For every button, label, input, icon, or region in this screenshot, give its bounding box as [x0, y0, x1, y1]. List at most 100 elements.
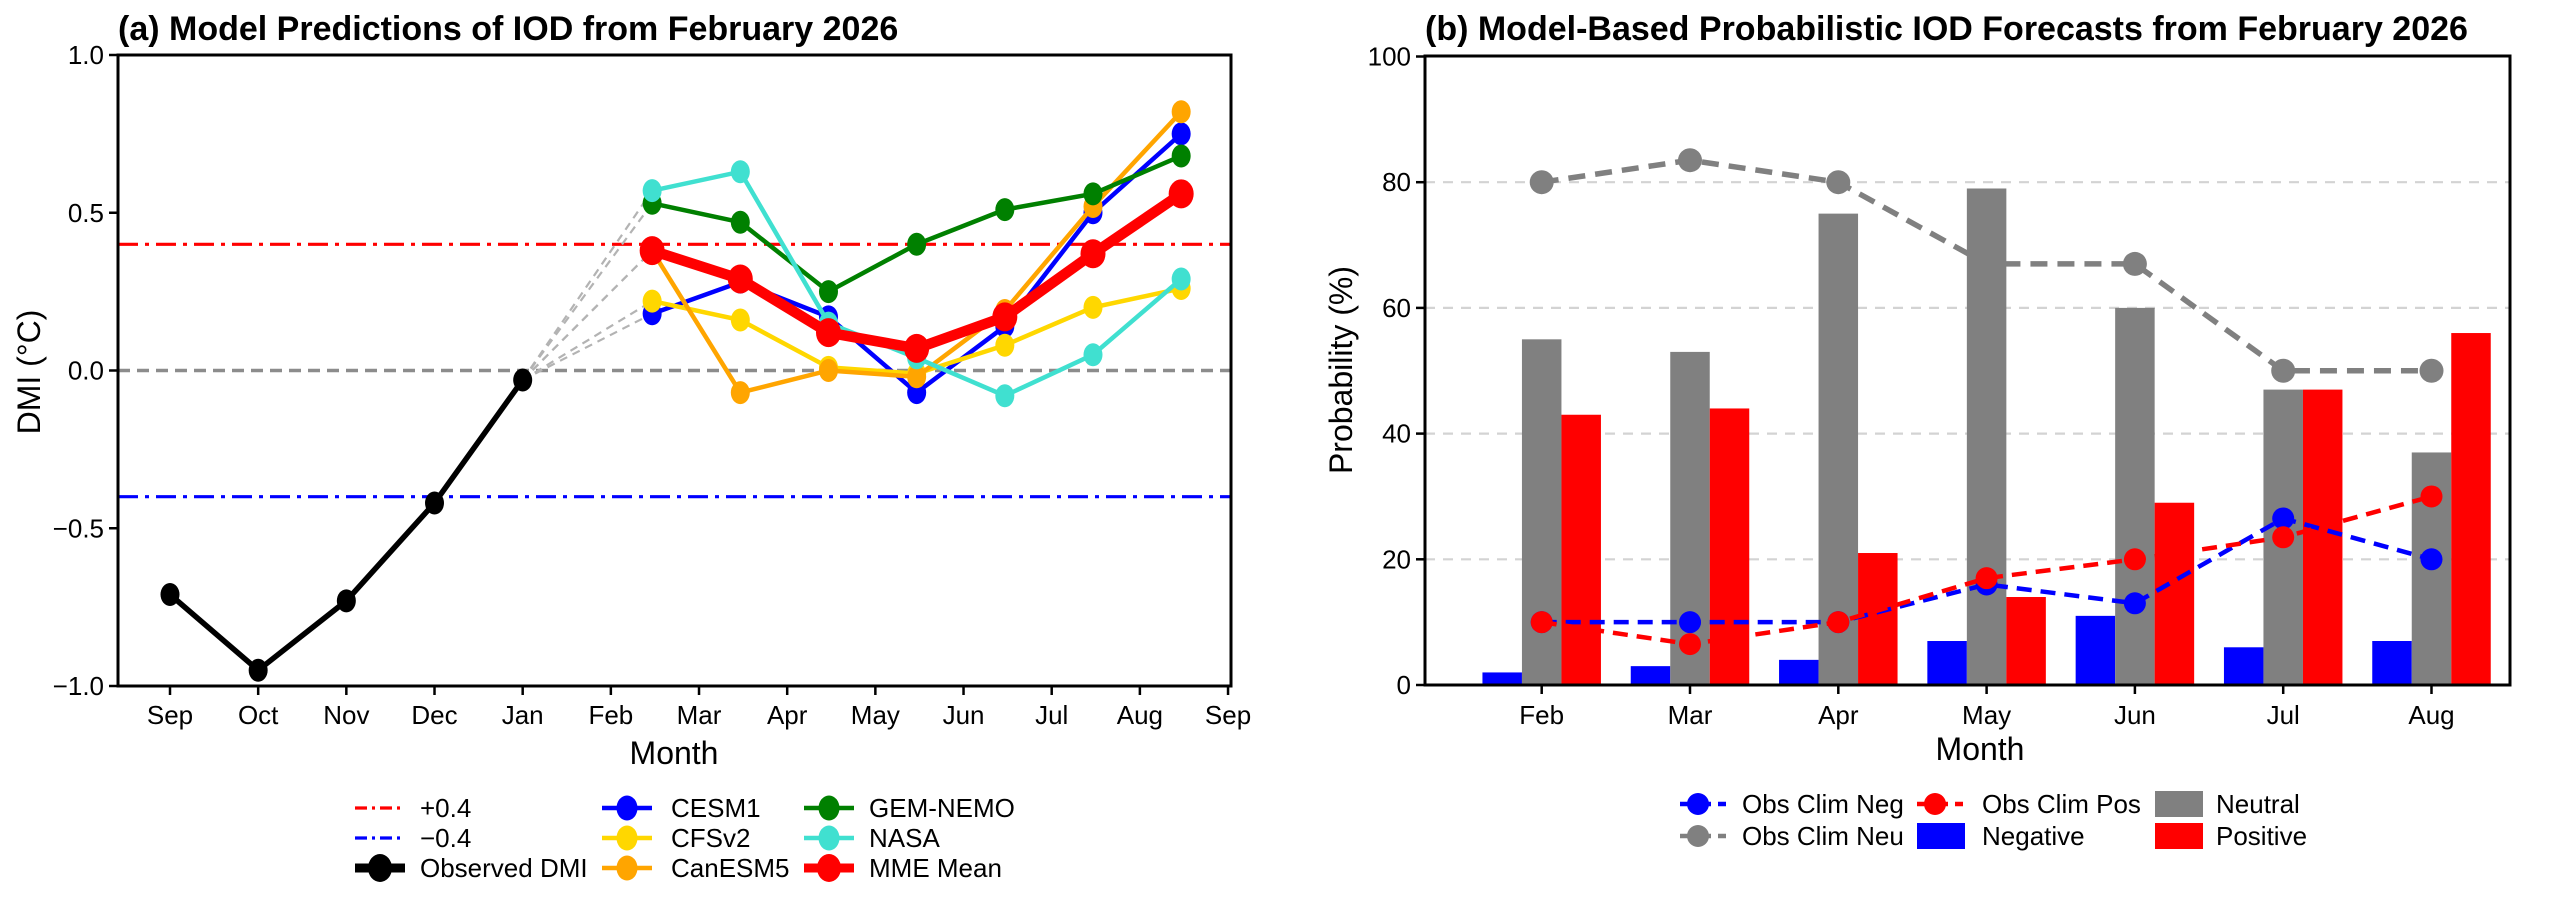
y-tick-label: 40	[1382, 419, 1411, 449]
x-tick-label: Feb	[588, 700, 633, 730]
panel-a-xlabel: Month	[630, 735, 719, 771]
connector-cesm1	[522, 312, 653, 381]
x-tick-label: Jun	[2114, 700, 2156, 730]
point-nasa-jul	[1083, 343, 1103, 367]
observed-point-jan	[513, 368, 533, 392]
y-tick-label: 100	[1368, 42, 1411, 72]
legend-obs-clim-neu-label: Obs Clim Neu	[1742, 821, 1904, 851]
point-nasa-feb	[642, 179, 662, 203]
legend-neutral-label: Neutral	[2216, 789, 2300, 819]
point-obs-clim-neu-apr	[1826, 170, 1851, 195]
y-tick-label: 0.0	[68, 356, 104, 386]
point-mme-mean-apr	[815, 318, 841, 348]
point-gem-nemo-may	[907, 232, 927, 256]
point-cfsv2-mar	[730, 308, 750, 332]
point-mme-mean-jun	[992, 302, 1018, 332]
point-nasa-aug	[1171, 267, 1191, 291]
x-tick-label: Sep	[147, 700, 193, 730]
legend-cesm1-marker	[616, 795, 638, 821]
point-obs-clim-pos-feb	[1530, 611, 1553, 634]
x-tick-label: Jul	[2267, 700, 2300, 730]
point-canesm5-apr	[818, 359, 838, 382]
bar-positive-apr	[1858, 553, 1898, 685]
panel-a-title: (a) Model Predictions of IOD from Februa…	[118, 10, 898, 48]
point-obs-clim-pos-mar	[1679, 633, 1701, 656]
x-tick-label: Sep	[1205, 700, 1251, 730]
point-obs-clim-neu-jun	[2122, 251, 2147, 276]
point-canesm5-aug	[1171, 100, 1191, 124]
point-cesm1-aug	[1171, 122, 1191, 146]
x-tick-label: Aug	[2408, 700, 2454, 730]
point-gem-nemo-jun	[995, 198, 1015, 222]
panel-b-ylabel: Probability (%)	[1323, 266, 1359, 474]
legend-cesm1-label: CESM1	[671, 793, 761, 823]
point-gem-nemo-aug	[1171, 144, 1191, 168]
panel-b-xlabel: Month	[1936, 731, 2025, 767]
connector-nasa	[521, 190, 654, 381]
point-obs-clim-pos-jun	[2123, 548, 2146, 571]
point-cfsv2-jul	[1083, 295, 1103, 319]
point-gem-nemo-jul	[1083, 182, 1103, 206]
bar-neutral-jun	[2115, 307, 2155, 685]
bar-negative-apr	[1779, 659, 1819, 685]
panel-a-legend: +0.4 CESM1 GEM-NEMO −0.4 CFSv2 NASA Observed D…	[355, 793, 1015, 883]
bar-positive-may	[2006, 597, 2046, 685]
legend-mme-mean-marker	[817, 854, 841, 882]
legend-nasa-marker	[818, 825, 840, 851]
point-cfsv2-jun	[995, 333, 1015, 357]
observed-point-nov	[336, 589, 356, 613]
y-tick-label: 20	[1382, 544, 1411, 574]
bar-positive-mar	[1709, 408, 1750, 685]
iod-model-predictions-chart: Sep Oct Nov Dec Jan Feb Mar Apr May Jun Jul Aug Sep 1…	[11, 10, 1251, 883]
legend-negative-label: Negative	[1982, 821, 2085, 851]
point-obs-clim-pos-apr	[1827, 611, 1850, 634]
legend-cfsv2-marker	[616, 825, 638, 851]
x-tick-label: May	[1962, 700, 2011, 730]
point-canesm5-may	[907, 365, 927, 389]
x-tick-label: Apr	[1818, 700, 1859, 730]
legend-positive-swatch	[2155, 823, 2203, 849]
bar-positive-jul	[2302, 389, 2343, 685]
point-mme-mean-jul	[1080, 239, 1106, 269]
point-obs-clim-neg-jun	[2123, 592, 2146, 615]
observed-point-dec	[425, 491, 445, 515]
y-tick-label: 60	[1382, 293, 1411, 323]
bar-negative-jul	[2223, 647, 2264, 685]
legend-obs-clim-pos-marker	[1924, 793, 1946, 815]
legend-positive-label: Positive	[2216, 821, 2307, 851]
point-mme-mean-mar	[727, 264, 753, 294]
iod-probabilistic-forecast-chart: Feb Mar Apr May Jun Jul Aug 0 20 40 60 80 100 (b) Mo…	[1323, 10, 2512, 851]
y-tick-label: 1.0	[68, 40, 104, 70]
legend-nasa-label: NASA	[869, 823, 940, 853]
y-tick-label: 0.5	[68, 198, 104, 228]
bar-negative-feb	[1482, 672, 1522, 685]
x-tick-label: May	[851, 700, 900, 730]
x-tick-label: Jul	[1035, 700, 1068, 730]
panel-b: Feb Mar Apr May Jun Jul Aug 0 20 40 60 80 100 (b) Mo…	[1280, 0, 2560, 906]
legend-neutral-swatch	[2155, 791, 2203, 817]
bar-negative-jun	[2075, 615, 2116, 685]
point-obs-clim-neu-may	[1974, 251, 1999, 276]
point-obs-clim-pos-may	[1975, 567, 1998, 590]
bar-negative-mar	[1630, 666, 1671, 685]
connector-cfsv2	[522, 300, 653, 381]
legend-obs-clim-pos-label: Obs Clim Pos	[1982, 789, 2141, 819]
x-tick-label: Dec	[411, 700, 457, 730]
point-canesm5-mar	[730, 381, 750, 405]
bar-positive-jun	[2154, 502, 2195, 685]
legend-cfsv2-label: CFSv2	[671, 823, 750, 853]
legend-obs-clim-neu-marker	[1687, 825, 1709, 847]
x-tick-label: Mar	[1668, 700, 1713, 730]
point-mme-mean-may	[904, 333, 930, 363]
connector-mme-mean	[521, 249, 653, 381]
x-tick-label: Apr	[767, 700, 808, 730]
x-tick-label: Jan	[502, 700, 544, 730]
point-obs-clim-neu-feb	[1529, 170, 1554, 195]
point-mme-mean-feb	[639, 236, 665, 266]
y-tick-label: −1.0	[53, 671, 104, 701]
bar-positive-feb	[1561, 414, 1601, 685]
point-obs-clim-neg-mar	[1679, 611, 1701, 634]
axes-frame	[1423, 54, 2512, 687]
panel-a-ylabel: DMI (°C)	[11, 310, 47, 435]
